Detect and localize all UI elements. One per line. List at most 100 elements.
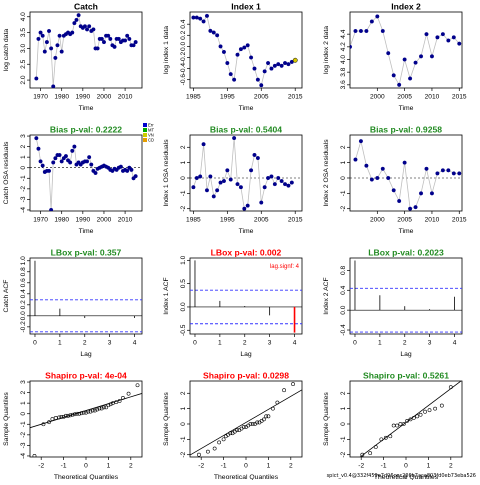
- data-point: [276, 62, 281, 67]
- y-tick-label: 4.2: [340, 42, 347, 51]
- data-point: [413, 205, 418, 210]
- x-tick-label: 2: [449, 463, 453, 470]
- data-point: [85, 159, 90, 164]
- data-point: [49, 207, 54, 211]
- data-point: [379, 437, 384, 442]
- y-tick-label: -0.6: [180, 74, 187, 86]
- x-tick-label: 1970: [33, 94, 48, 101]
- data-point: [51, 160, 56, 165]
- y-tick-label: 0: [340, 422, 347, 426]
- data-point: [375, 175, 380, 180]
- x-tick-label: -2: [198, 463, 204, 470]
- x-tick-label: 2005: [397, 94, 412, 101]
- data-point: [72, 412, 77, 417]
- y-tick-label: 4.0: [20, 12, 27, 21]
- y-tick-label: 1: [340, 406, 347, 410]
- y-tick-label: -2: [180, 451, 187, 457]
- data-point: [99, 36, 104, 41]
- data-point: [221, 49, 226, 54]
- data-point: [386, 175, 391, 180]
- y-tick-label: -0.4: [180, 63, 187, 75]
- x-tick-label: -1: [381, 463, 387, 470]
- data-point: [123, 38, 128, 43]
- y-axis-label: Index 2 ACF: [323, 277, 330, 314]
- data-point: [63, 154, 68, 159]
- x-tick-label: 1980: [54, 94, 69, 101]
- y-tick-label: -0.4: [340, 324, 347, 336]
- data-point: [40, 163, 45, 168]
- x-tick-label: -1: [221, 463, 227, 470]
- data-point: [201, 19, 206, 24]
- series-line: [355, 140, 460, 210]
- data-layer: [190, 260, 302, 333]
- data-point: [249, 55, 254, 60]
- data-point: [102, 405, 106, 410]
- x-tick-label: 1980: [54, 217, 69, 224]
- y-tick-label: 2: [20, 144, 27, 148]
- data-point: [440, 32, 445, 37]
- y-tick-label: -1: [180, 436, 187, 442]
- x-tick-label: 2: [83, 340, 87, 347]
- y-tick-label: 2: [20, 390, 27, 394]
- data-point: [424, 32, 429, 37]
- y-tick-label: -4: [20, 453, 27, 459]
- data-point: [68, 160, 73, 165]
- footer-version-text: spict_v0.4@332f459e7d96cec206b7aca803fd0…: [326, 473, 476, 479]
- data-layer: [30, 136, 142, 211]
- data-point: [127, 36, 132, 41]
- panel-index2-data: Index 2 2000 2005 2010 2015 3.6 3.8 4.0 4.2 4.4 Ti…: [323, 2, 467, 113]
- panel-index1-qq: Shapiro p-val: 0.0298 -2 -1 0 1 2 -2 -1 0 1 2 Theor…: [163, 371, 303, 481]
- data-point: [232, 136, 237, 141]
- data-point: [289, 180, 294, 185]
- data-point: [228, 431, 233, 436]
- data-point: [235, 182, 240, 187]
- y-tick-label: -2: [20, 432, 27, 438]
- x-tick-label: 1985: [186, 94, 201, 101]
- y-tick-label: -3: [20, 442, 27, 448]
- data-point: [395, 423, 399, 428]
- series-line: [350, 15, 460, 86]
- data-point: [283, 182, 288, 187]
- x-tick-label: 0: [353, 340, 357, 347]
- legend-swatch: [143, 138, 147, 142]
- data-point: [252, 152, 257, 157]
- x-tick-label: 0: [84, 463, 88, 470]
- data-point: [424, 166, 429, 171]
- data-point: [457, 41, 462, 46]
- x-tick-label: 2015: [452, 217, 467, 224]
- y-tick-label: -1: [180, 190, 187, 196]
- y-tick-label: 1.0: [180, 255, 187, 264]
- x-tick-label: 2010: [118, 94, 133, 101]
- y-tick-label: 0.0: [180, 41, 187, 50]
- x-tick-label: 2000: [370, 94, 385, 101]
- data-point: [42, 49, 47, 54]
- y-tick-label: -1: [20, 421, 27, 427]
- y-tick-label: 1: [20, 155, 27, 159]
- data-point: [269, 174, 274, 179]
- y-tick-label: 0: [20, 166, 27, 170]
- data-point: [253, 422, 257, 426]
- legend-label: CD: [148, 138, 154, 143]
- data-point: [131, 43, 136, 48]
- data-point: [266, 61, 271, 66]
- y-tick-label: 1: [180, 160, 187, 164]
- data-point: [232, 77, 237, 82]
- data-point: [133, 40, 138, 45]
- data-point: [408, 76, 413, 81]
- panel-title: Index 1: [231, 2, 261, 12]
- data-point: [82, 24, 87, 29]
- data-point: [398, 422, 403, 426]
- y-tick-label: 1.0: [20, 256, 27, 265]
- x-tick-label: 2: [289, 463, 293, 470]
- data-point: [61, 414, 66, 419]
- panel-index1-osa: Bias p-val: 0.5404 1985 1995 2005 2015 -2 -1 0 1…: [163, 125, 303, 236]
- data-point: [457, 171, 462, 176]
- data-point: [118, 164, 123, 169]
- data-point: [440, 168, 445, 173]
- data-point: [353, 157, 358, 162]
- x-axis-label: Time: [239, 105, 254, 112]
- data-point: [93, 408, 97, 413]
- y-tick-label: -0.2: [180, 51, 187, 63]
- y-tick-label: 2: [180, 145, 187, 149]
